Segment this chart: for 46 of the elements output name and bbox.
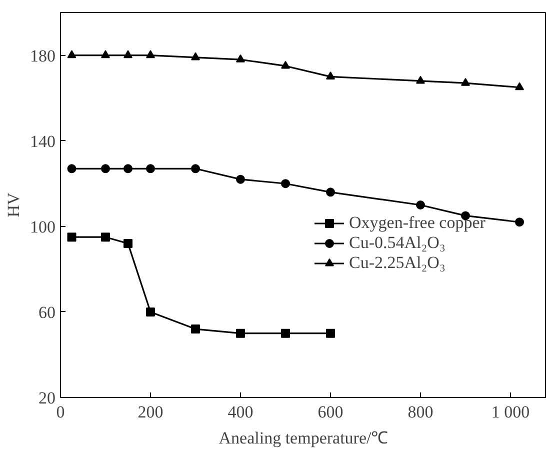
y-tick-label: 100 — [30, 217, 56, 236]
x-tick-label: 400 — [228, 402, 254, 422]
x-tick-label: 1 000 — [491, 402, 530, 422]
x-tick-label: 800 — [408, 402, 434, 422]
x-tick-label: 600 — [318, 402, 344, 422]
y-axis-title: HV — [4, 192, 23, 218]
point — [124, 239, 132, 248]
x-axis-title: Anealing temperature/℃ — [218, 428, 388, 448]
legend-label: Cu-0.54Al₂O₃ — [349, 233, 446, 253]
point — [326, 188, 335, 197]
point — [124, 164, 132, 174]
point — [515, 82, 524, 90]
point — [416, 76, 425, 84]
y-tick-label: 180 — [30, 46, 56, 66]
point — [191, 324, 200, 334]
point — [101, 50, 110, 58]
point — [281, 328, 290, 338]
point — [191, 52, 200, 60]
point — [67, 232, 76, 242]
point — [281, 179, 290, 188]
y-tick-label: 140 — [30, 132, 56, 151]
point — [416, 200, 425, 210]
point — [67, 164, 76, 174]
x-tick-label: 0 — [56, 402, 65, 422]
point — [461, 78, 470, 86]
point — [326, 72, 335, 80]
x-tick-label: 200 — [138, 402, 164, 422]
y-tick-label: 60 — [38, 302, 56, 322]
legend-label: Cu-2.25Al₂O₃ — [349, 253, 446, 273]
point — [146, 307, 155, 316]
point — [461, 211, 470, 220]
point — [101, 164, 110, 174]
legend-label: Oxygen-free copper — [349, 213, 486, 233]
point — [236, 328, 245, 338]
point — [124, 50, 132, 58]
point — [101, 232, 110, 242]
point — [146, 164, 155, 174]
point — [515, 218, 524, 227]
point — [236, 54, 245, 62]
y-tick-label: 20 — [38, 388, 56, 408]
point — [67, 50, 76, 58]
point — [146, 50, 155, 58]
point — [281, 60, 290, 69]
point — [191, 164, 200, 174]
point — [236, 174, 245, 184]
point — [326, 328, 335, 338]
